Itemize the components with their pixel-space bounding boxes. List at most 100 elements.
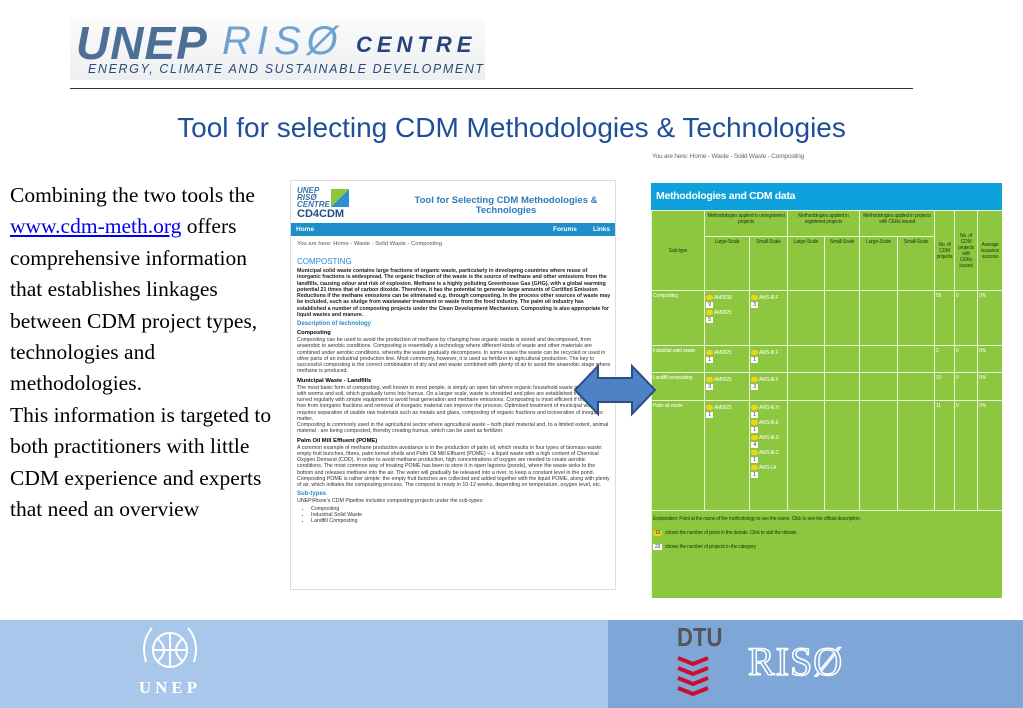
scale-header: Small-Scale: [897, 236, 936, 291]
nav-item[interactable]: Home: [296, 226, 315, 233]
site-content: COMPOSTING Municipal solid waste contain…: [297, 257, 611, 524]
header-row: Sub-type Methodologies applied in unregis…: [651, 210, 1002, 291]
body-rest: offers comprehensive information that es…: [10, 214, 258, 396]
methodology-code[interactable]: AM0025: [714, 405, 732, 411]
double-arrow: [573, 363, 657, 417]
debate-icon: [751, 420, 758, 426]
projects-cell: 2: [934, 345, 956, 373]
explanation-line: Explanation: Point at the name of the me…: [653, 516, 1001, 522]
methodology-code[interactable]: AM0025: [714, 377, 732, 383]
project-count: 4: [751, 442, 758, 448]
project-count: 3: [706, 384, 713, 390]
empty-cell: [897, 345, 936, 373]
link[interactable]: www.cdm-meth.org: [10, 214, 182, 239]
debate-icon: [751, 465, 758, 471]
scale-header: Large-Scale: [704, 236, 750, 291]
body-intro: Combining the two tools the: [10, 183, 255, 207]
methodology-badge: AMS-III.H 1: [751, 405, 786, 418]
methodology-code[interactable]: AM0025: [714, 310, 732, 316]
methodology-badge: AM0025 3: [706, 377, 748, 390]
unep-footer-text: UNEP: [138, 678, 202, 697]
debate-icon: [706, 377, 713, 383]
project-count: 1: [751, 472, 758, 478]
header-cell: No. of CDM projects: [934, 210, 956, 291]
methodology-badge: AMS-III.D 4: [751, 435, 786, 448]
section-paragraph: A common example of methane production a…: [297, 444, 610, 489]
methodology-code[interactable]: AMS-III.F: [759, 377, 779, 383]
project-count: 3: [751, 384, 758, 390]
section-heading: Sub-types: [297, 491, 327, 498]
data-row: Palm oil waste AM0025 1 AMS-III.H 1 AMS-III.E…: [651, 400, 1002, 511]
dtu-logo: DTU: [677, 622, 723, 652]
empty-cell: [859, 372, 899, 401]
subtype-cell: Composting: [651, 290, 705, 346]
methodology-badge: AMS-III.E 1: [751, 420, 786, 433]
scale-header: Small-Scale: [748, 236, 789, 291]
site-nav: Home Forums Links: [291, 223, 615, 236]
riso-logo: RISØ: [747, 638, 844, 685]
header-cell: Sub-type: [651, 210, 705, 291]
methodology-code[interactable]: AMS-III.E: [759, 420, 779, 426]
explanation-text: shows the number of projects in the cate…: [665, 544, 756, 550]
debate-icon: [751, 435, 758, 441]
methodology-badge: AM0039 9: [706, 295, 748, 308]
header-row: Large-Scale Small-Scale Large-Scale Small-S…: [652, 236, 1003, 291]
methodology-badge: AMS-III.F 3: [751, 377, 786, 390]
debate-icon: [751, 450, 758, 456]
empty-cell: [824, 400, 861, 511]
unep-emblem: [143, 627, 197, 668]
intro-paragraph: Municipal solid waste contains large fra…: [297, 268, 611, 318]
methodology-code[interactable]: AMS-I.A: [759, 465, 777, 471]
project-count: 1: [751, 457, 758, 463]
section-subheading: Composting: [297, 330, 331, 336]
large-scale-cell: AM0039 9 AM0025 5: [704, 290, 750, 346]
body-text: Combining the two tools the www.cdm-meth…: [10, 180, 278, 525]
debate-icon: [751, 350, 758, 356]
methodology-code[interactable]: AMS-III.H: [759, 405, 779, 411]
methodology-code[interactable]: AMS-III.C: [759, 450, 779, 456]
footer-left: [0, 620, 608, 708]
success-cell: 0%: [977, 400, 1002, 511]
subtypes-intro: UNEP/Risoe's CDM Pipeline includes compo…: [297, 498, 484, 505]
project-count: 1: [706, 357, 713, 363]
data-heading: Methodologies and CDM data: [651, 183, 1002, 210]
subtype-cell: Palm oil waste: [651, 400, 705, 511]
empty-cell: [897, 372, 936, 401]
project-count: 3: [751, 302, 758, 308]
methodology-code[interactable]: AMS-III.D: [759, 435, 779, 441]
project-count: 1: [751, 357, 758, 363]
subtype-item: Industrial Solid Waste: [311, 512, 611, 518]
projects-cell: 31: [934, 372, 956, 401]
debate-icon: [706, 405, 713, 411]
projects-cell: 55: [934, 290, 956, 346]
cer-projects-cell: 0: [954, 290, 979, 346]
empty-cell: [787, 290, 826, 346]
logo-riso: RISØ: [222, 19, 344, 63]
methodology-badge: AMS-III.F 1: [751, 350, 786, 363]
methodology-code[interactable]: AM0039: [714, 295, 732, 301]
section-subheading: Municipal Waste - Landfills: [297, 377, 372, 384]
methodology-code[interactable]: AM0025: [714, 350, 732, 356]
empty-cell: [824, 345, 861, 373]
methodology-code[interactable]: AMS-III.F: [759, 350, 779, 356]
logo-background: [70, 18, 485, 80]
empty-cell: [787, 345, 826, 373]
site-logo: UNEP RISØ CENTRE CD4CDM: [297, 187, 344, 221]
site-logo-line: RISØ: [297, 193, 317, 202]
subtype-item: Landfill Composting: [311, 518, 611, 524]
section-subheading: Palm Oil Mill Effluent (POME): [297, 437, 378, 444]
nav-item[interactable]: Links: [593, 226, 610, 233]
slide-title: Tool for selecting CDM Methodologies & T…: [177, 112, 846, 143]
nav-item[interactable]: Forums: [553, 226, 577, 233]
site-logo-line: CENTRE: [297, 200, 330, 209]
empty-cell: [859, 345, 899, 373]
section-paragraph: Composting can be used to avoid the prod…: [297, 337, 611, 375]
explanation-line: 10 shows the number of posts in the debat…: [653, 530, 1001, 536]
explanation-line: 23 shows the number of projects in the ca…: [653, 544, 1001, 550]
small-scale-cell: AMS-III.F 1: [748, 345, 789, 373]
methodology-code[interactable]: AMS-III.F: [759, 295, 779, 301]
subtype-cell: Landfill composting: [651, 372, 705, 401]
empty-cell: [897, 290, 936, 346]
scale-header: Large-Scale: [859, 236, 899, 291]
